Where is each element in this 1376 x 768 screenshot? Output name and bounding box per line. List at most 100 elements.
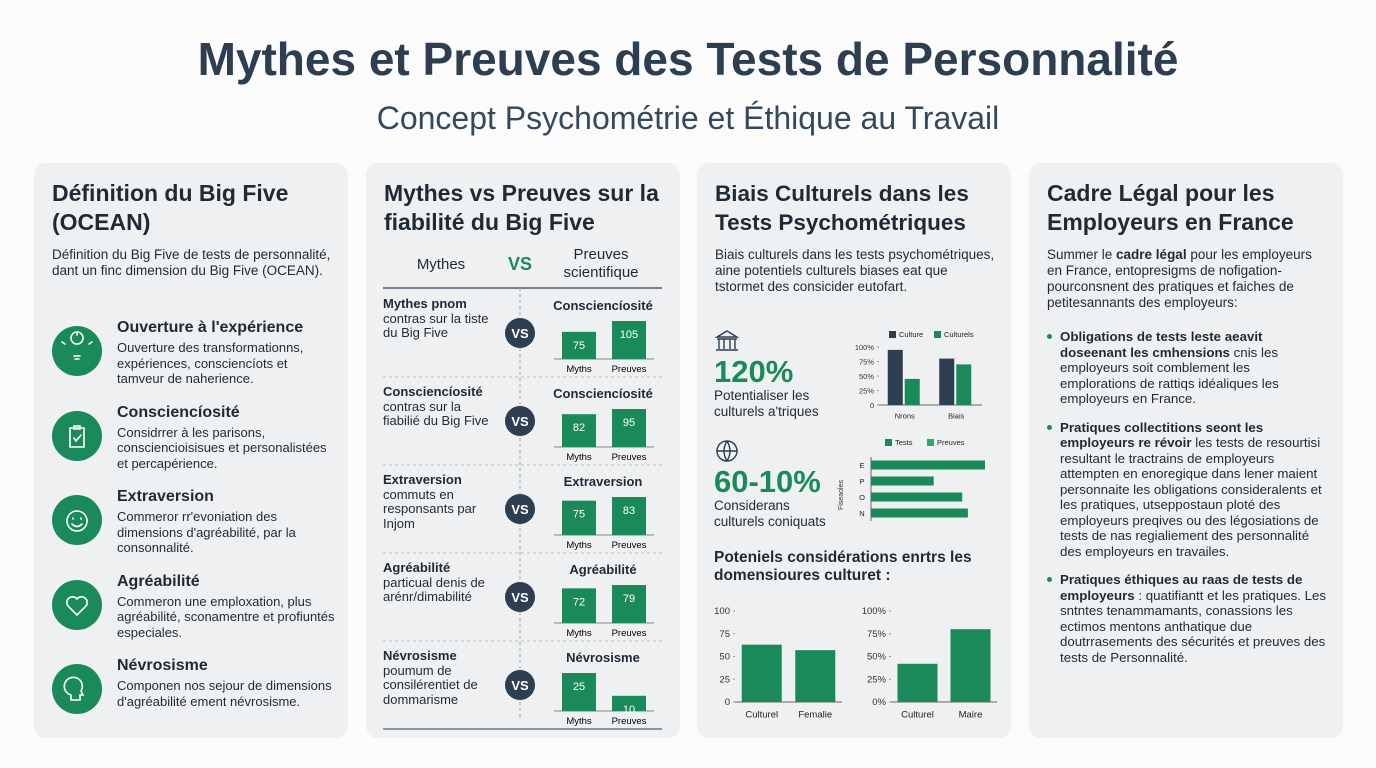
- y-tick-label: 50%: [867, 652, 887, 663]
- trait-icon: [52, 579, 102, 630]
- vs-label: VS: [511, 326, 529, 341]
- panel-title: Définition du Big Five (OCEAN): [52, 180, 289, 235]
- category-label: Myths: [566, 628, 592, 639]
- bullet-text: Pratiques collectitions seont les employ…: [1060, 420, 1329, 560]
- legend-label: Culture: [899, 330, 923, 339]
- y-tick-label: 25: [719, 674, 730, 685]
- bullet-body: : quatifiantt et les pratiques. Les sntn…: [1060, 587, 1327, 665]
- category-label: Preuves: [612, 628, 647, 639]
- x-tick-label: Culturel: [745, 710, 778, 721]
- legend-swatch: [927, 439, 934, 446]
- myth-head: Extraversion: [383, 472, 462, 487]
- bar: [612, 695, 646, 711]
- myth-text: Névrosisme poumum de consilérentiet de do…: [383, 648, 501, 707]
- chart: 0 25 50 75 100 Culturel Femalie: [714, 606, 842, 721]
- y-tick-label: O: [859, 493, 865, 502]
- trait-label: Agréabilité: [117, 572, 200, 590]
- vs-badge: [505, 582, 535, 612]
- bar: [612, 409, 646, 447]
- panel: Définition du Big Five (OCEAN) Définitio…: [34, 163, 348, 738]
- bar-value: 95: [623, 417, 635, 429]
- bar-value: 72: [573, 596, 585, 608]
- y-tick-label: 75: [719, 629, 730, 640]
- bullet: Pratiques collectitions seont les employ…: [1047, 420, 1329, 560]
- column-head: Mythes: [416, 256, 466, 273]
- myth-body: poumum de consilérentiet de dommarisme: [383, 662, 478, 707]
- y-tick-label: 50: [719, 652, 730, 663]
- myth-head: Agréabilité: [383, 560, 451, 575]
- myth-body: commuts en responsants par Injom: [383, 486, 477, 531]
- bar: [871, 508, 968, 518]
- panel: Cadre Légal pour les Employeurs en Franc…: [1029, 163, 1343, 738]
- y-tick-label: 50%: [859, 372, 874, 381]
- panel-title: Mythes vs Preuves sur la fiabilité du Bi…: [384, 180, 659, 235]
- y-tick-label: 0%: [872, 697, 886, 708]
- legend-swatch: [934, 331, 941, 338]
- myth-text: Agréabilité particual denis de arénr/dima…: [383, 560, 501, 605]
- trait-text: Ouverture des transformationns, expérien…: [117, 340, 304, 386]
- myth-head: Névrosisme: [383, 648, 457, 663]
- bar-value: 82: [573, 422, 585, 434]
- bar: [871, 476, 934, 486]
- intro-text: Summer le cadre légal pour les employeur…: [1047, 247, 1329, 311]
- mini-chart: 75 Myths 105 Preuves: [554, 321, 654, 375]
- bar: [562, 673, 596, 711]
- bar-value: 75: [573, 340, 585, 352]
- chart-title: Névrosisme: [566, 650, 640, 665]
- bullet-body: les tests de resourtisi resultant le tra…: [1060, 435, 1322, 559]
- bullet-bold: Pratiques collectitions seont les employ…: [1060, 419, 1264, 451]
- legend-label: Culturels: [944, 330, 974, 339]
- bullet-body: cnis les employeurs soit comblement les …: [1060, 344, 1279, 407]
- x-tick-label: Femalie: [798, 710, 832, 721]
- bullet-dot: [1047, 334, 1052, 339]
- stat-value: 60-10%: [714, 464, 821, 499]
- bar: [904, 378, 920, 405]
- y-tick-label: P: [859, 477, 864, 486]
- bar: [562, 414, 596, 447]
- bar-value: 105: [620, 329, 638, 341]
- bar: [871, 492, 963, 502]
- vs-label: VS: [511, 414, 529, 429]
- myth-body: contras sur la fiabilié du Big Five: [383, 398, 489, 428]
- trait-text: Componen nos sejour de dimensions d'agré…: [117, 678, 332, 709]
- column-head-vs: VS: [507, 254, 532, 274]
- chart-title: Consciencíosité: [553, 386, 653, 401]
- category-label: Preuves: [612, 364, 647, 375]
- subheading: Poteniels considérations enrtrs les dome…: [714, 549, 972, 584]
- panel-title: Biais Culturels dans les Tests Psychomét…: [715, 181, 969, 235]
- trait-label: Consciencíosité: [117, 403, 240, 421]
- trait-label: Extraversion: [117, 488, 214, 505]
- bar: [795, 650, 836, 702]
- y-tick-label: 75%: [867, 629, 887, 640]
- icon-circle: [52, 410, 102, 461]
- bar: [897, 663, 938, 702]
- axis-label: Fiseaoles: [838, 480, 845, 510]
- myth-head: Consciencíosité: [383, 384, 483, 399]
- myth-text: Consciencíosité contras sur la fiabilié d…: [383, 384, 501, 429]
- vs-badge: [505, 670, 535, 700]
- y-tick-label: 25%: [867, 674, 887, 685]
- icon-circle: [52, 664, 102, 714]
- icon-glyph: [61, 331, 93, 360]
- bar: [562, 331, 596, 359]
- x-tick-label: Biais: [948, 412, 965, 421]
- x-tick-label: Culturel: [901, 710, 934, 721]
- chart-title: Extraversion: [563, 474, 643, 489]
- bar-value: 79: [623, 593, 635, 605]
- trait-label: Ouverture à l'expérience: [117, 319, 304, 336]
- category-label: Myths: [566, 540, 592, 551]
- bar: [939, 358, 955, 405]
- x-tick-label: Maire: [959, 710, 983, 721]
- panel-title: Cadre Légal pour les Employeurs en Franc…: [1047, 180, 1294, 235]
- y-tick-label: N: [859, 509, 864, 518]
- category-label: Myths: [566, 364, 592, 375]
- panel-lines: VS VS VS VS VS: [383, 287, 662, 730]
- vs-badge: [505, 494, 535, 524]
- y-tick-label: 0: [870, 401, 874, 410]
- mini-chart: 75 Myths 83 Preuves: [554, 497, 654, 551]
- category-label: Myths: [566, 452, 592, 463]
- icon-circle: [52, 579, 102, 630]
- bar: [956, 364, 972, 405]
